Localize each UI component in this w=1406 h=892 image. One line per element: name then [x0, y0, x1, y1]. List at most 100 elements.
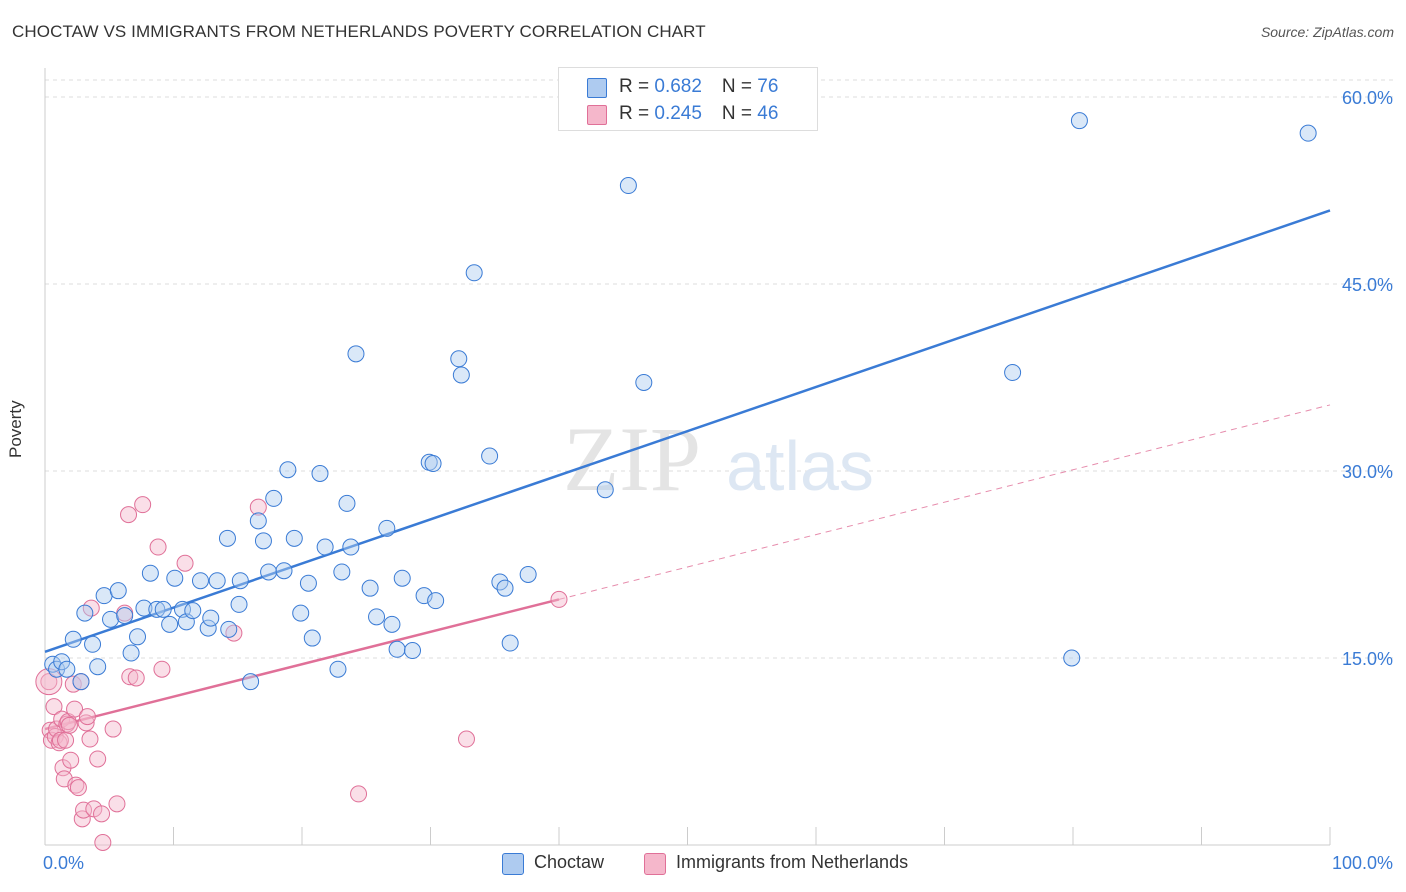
watermark-atlas: atlas	[726, 427, 874, 505]
point-netherlands	[127, 669, 145, 687]
point-choctaw	[496, 579, 514, 597]
point-choctaw	[148, 600, 166, 618]
point-choctaw	[199, 619, 217, 637]
point-choctaw	[279, 461, 297, 479]
point-choctaw	[220, 620, 238, 638]
point-netherlands	[350, 785, 368, 803]
point-choctaw	[141, 564, 159, 582]
point-netherlands	[104, 720, 122, 738]
point-netherlands	[134, 496, 152, 514]
point-choctaw	[342, 538, 360, 556]
trendline-choctaw-solid	[44, 209, 1331, 653]
bottom-legend-netherlands-label: Immigrants from Netherlands	[676, 852, 909, 872]
trendline-netherlands-dashed	[558, 404, 1331, 600]
point-choctaw	[481, 447, 499, 465]
point-choctaw	[72, 673, 90, 691]
point-choctaw	[1063, 649, 1081, 667]
point-choctaw	[122, 644, 140, 662]
point-choctaw	[383, 615, 401, 633]
point-choctaw	[1299, 124, 1317, 142]
y-tick-label: 30.0%	[1342, 462, 1393, 482]
point-choctaw	[501, 634, 519, 652]
point-choctaw	[218, 529, 236, 547]
y-tick-label: 45.0%	[1342, 275, 1393, 295]
y-tick-label: 15.0%	[1342, 649, 1393, 669]
point-choctaw	[378, 519, 396, 537]
gridlines	[45, 79, 1395, 659]
point-choctaw	[161, 615, 179, 633]
point-choctaw	[109, 582, 127, 600]
point-choctaw	[303, 629, 321, 647]
point-choctaw	[519, 565, 537, 583]
point-netherlands	[121, 668, 139, 686]
point-netherlands	[94, 834, 112, 852]
point-netherlands	[69, 779, 87, 797]
point-netherlands	[40, 673, 58, 691]
x-tick-label-min: 0.0%	[43, 853, 84, 873]
point-choctaw	[619, 177, 637, 195]
point-choctaw	[242, 673, 260, 691]
point-netherlands	[51, 731, 69, 749]
tick-labels: 15.0% 30.0% 45.0% 60.0% 0.0% 100.0%	[43, 88, 1393, 873]
point-choctaw	[1070, 112, 1088, 130]
point-netherlands	[66, 700, 84, 718]
point-choctaw	[254, 532, 272, 550]
point-choctaw	[191, 572, 209, 590]
blue-swatch	[587, 78, 607, 98]
point-choctaw	[338, 494, 356, 512]
point-netherlands	[550, 590, 568, 608]
point-choctaw	[154, 600, 172, 618]
legend-stats-choctaw: R = 0.682 N = 76	[619, 76, 779, 97]
point-netherlands	[45, 698, 63, 716]
point-netherlands	[93, 805, 111, 823]
chart-title: CHOCTAW VS IMMIGRANTS FROM NETHERLANDS P…	[12, 22, 706, 41]
point-choctaw	[311, 464, 329, 482]
point-netherlands	[153, 660, 171, 678]
point-choctaw	[361, 579, 379, 597]
point-choctaw	[450, 350, 468, 368]
point-netherlands	[78, 708, 96, 726]
point-choctaw	[102, 610, 120, 628]
legend-stats-netherlands: R = 0.245 N = 46	[619, 103, 779, 124]
x-tick-label-max: 100.0%	[1332, 853, 1393, 873]
point-netherlands	[149, 538, 167, 556]
point-choctaw	[166, 569, 184, 587]
y-axis-label: Poverty	[6, 400, 25, 458]
point-netherlands	[62, 751, 80, 769]
point-netherlands	[77, 714, 95, 732]
point-choctaw	[231, 572, 249, 590]
point-choctaw	[285, 529, 303, 547]
trendline-netherlands	[44, 404, 1331, 731]
pink-swatch-bottom	[644, 853, 666, 875]
bottom-legend-choctaw-label: Choctaw	[534, 852, 605, 872]
point-netherlands	[60, 716, 78, 734]
point-choctaw	[95, 587, 113, 605]
source-credit: Source: ZipAtlas.com	[1260, 24, 1394, 40]
point-choctaw	[230, 595, 248, 613]
point-netherlands	[249, 498, 267, 516]
point-choctaw	[635, 373, 653, 391]
point-netherlands	[176, 554, 194, 572]
point-choctaw	[368, 608, 386, 626]
point-choctaw	[260, 563, 278, 581]
point-choctaw	[265, 489, 283, 507]
point-choctaw	[249, 512, 267, 530]
points-netherlands	[35, 496, 568, 852]
point-choctaw	[135, 599, 153, 617]
point-choctaw	[347, 345, 365, 363]
point-choctaw	[184, 602, 202, 620]
point-netherlands	[457, 730, 475, 748]
point-choctaw	[1004, 364, 1022, 382]
points-choctaw	[44, 112, 1317, 691]
point-choctaw	[388, 640, 406, 658]
pink-swatch	[587, 105, 607, 125]
point-choctaw	[596, 481, 614, 499]
point-choctaw	[404, 642, 422, 660]
point-choctaw	[89, 658, 107, 676]
point-choctaw	[129, 628, 147, 646]
point-netherlands	[120, 506, 138, 524]
point-netherlands	[89, 750, 107, 768]
point-choctaw	[465, 264, 483, 282]
point-choctaw	[292, 604, 310, 622]
